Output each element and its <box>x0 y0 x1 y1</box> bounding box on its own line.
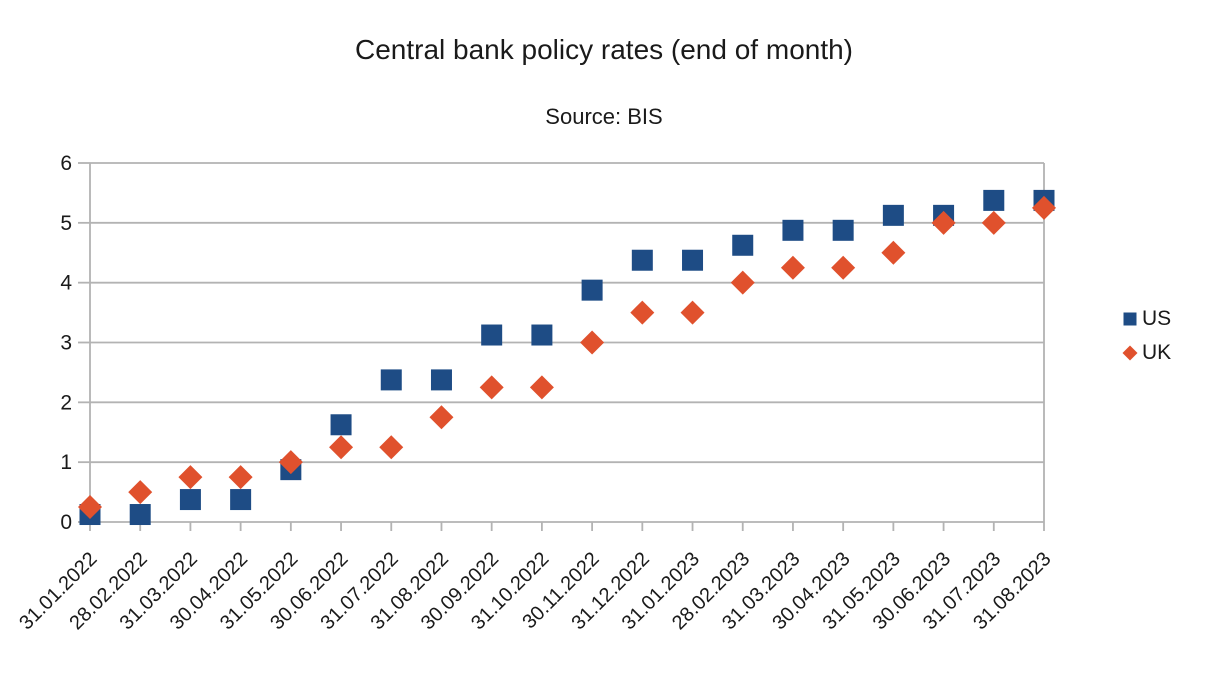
uk-data-point <box>680 300 705 325</box>
us-data-point <box>430 369 452 391</box>
legend-item-uk: UK <box>1122 339 1171 366</box>
us-data-point <box>631 249 653 271</box>
y-axis-label: 5 <box>60 212 72 235</box>
y-axis-label: 3 <box>60 332 72 355</box>
uk-data-point <box>529 375 554 400</box>
us-data-point <box>481 324 503 346</box>
uk-data-point <box>329 435 354 460</box>
chart-subtitle: Source: BIS <box>545 104 663 129</box>
us-square-marker-icon <box>1123 312 1137 325</box>
legend-label-us: US <box>1142 306 1172 330</box>
legend: US UK <box>1122 305 1171 366</box>
uk-data-point <box>730 270 755 295</box>
uk-data-point <box>78 495 102 520</box>
y-axis-label: 0 <box>60 511 72 534</box>
uk-data-point <box>278 450 303 475</box>
uk-data-point <box>580 330 605 355</box>
uk-data-point <box>429 405 454 430</box>
y-axis-label: 1 <box>60 451 72 474</box>
us-data-point <box>732 234 754 256</box>
us-data-point <box>230 489 252 511</box>
us-data-point <box>380 369 402 391</box>
uk-data-point <box>981 210 1006 235</box>
us-data-point <box>581 279 603 301</box>
us-data-point <box>179 489 201 511</box>
uk-data-point <box>379 435 404 460</box>
legend-item-us: US <box>1122 305 1171 332</box>
uk-data-point <box>780 255 805 280</box>
us-data-point <box>832 219 854 241</box>
legend-label-uk: UK <box>1142 340 1172 364</box>
y-axis-label: 2 <box>60 391 72 414</box>
us-data-point <box>330 414 352 436</box>
us-data-point <box>129 504 151 526</box>
uk-data-point <box>128 480 153 505</box>
uk-data-point <box>630 300 655 325</box>
chart-title: Central bank policy rates (end of month) <box>354 34 854 65</box>
uk-data-point <box>931 210 956 235</box>
us-data-point <box>782 219 804 241</box>
uk-data-point <box>881 240 906 265</box>
uk-diamond-marker-icon <box>1122 345 1138 360</box>
y-axis-label: 6 <box>60 152 72 175</box>
us-data-point <box>682 249 704 271</box>
uk-data-point <box>1032 195 1056 220</box>
us-data-point <box>882 204 904 226</box>
uk-data-point <box>178 465 203 490</box>
y-axis-label: 4 <box>60 272 72 295</box>
us-data-point <box>531 324 553 346</box>
us-data-point <box>983 189 1005 211</box>
uk-data-point <box>479 375 504 400</box>
uk-data-point <box>831 255 856 280</box>
uk-data-point <box>228 465 253 490</box>
